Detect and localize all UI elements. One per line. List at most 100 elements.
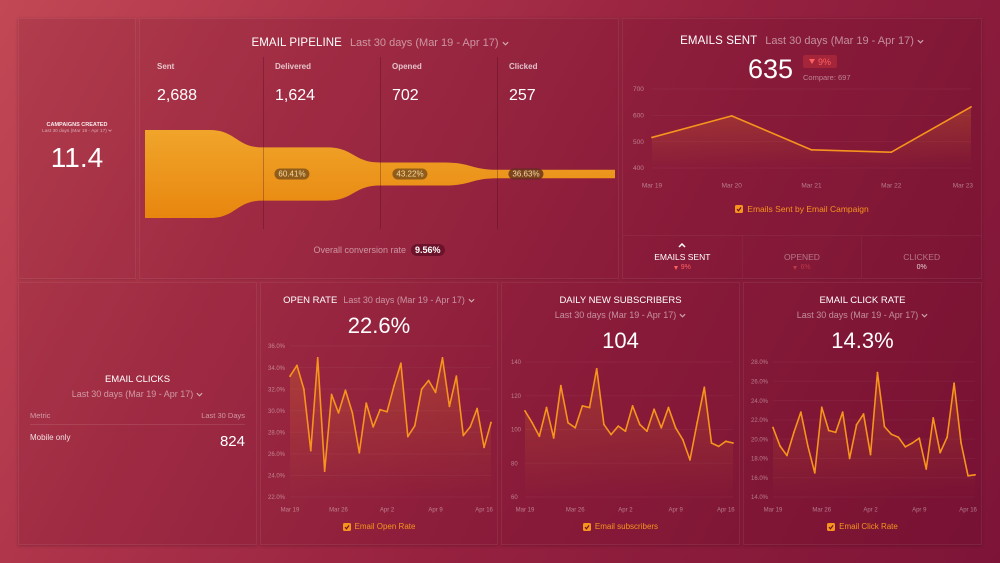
- email-clicks-widget: EMAIL CLICKS Last 30 days (Mar 19 - Apr …: [18, 282, 257, 545]
- data-point: [448, 405, 451, 408]
- data-point: [696, 421, 699, 424]
- emails-sent-line-chart: 400 500 600 700 Mar 19 Mar 20 Mar 21 Mar 22 Mar …: [633, 86, 973, 190]
- y-tick-label: 24.0%: [751, 399, 769, 405]
- data-point: [413, 424, 416, 427]
- chart-area: [290, 357, 491, 497]
- legend-item[interactable]: Email Click Rate: [744, 522, 981, 531]
- data-point: [674, 426, 677, 429]
- data-point: [427, 379, 430, 382]
- date-range-dropdown[interactable]: Last 30 days (Mar 19 - Apr 17): [343, 295, 475, 306]
- data-point: [883, 425, 886, 428]
- x-tick-label: Apr 2: [380, 508, 395, 514]
- chart-line: [772, 371, 976, 477]
- y-tick-label: 28.0%: [751, 360, 769, 366]
- chart-line: [524, 367, 734, 461]
- stage-value-delivered: 1,624: [275, 87, 316, 104]
- data-point: [581, 404, 584, 407]
- emails-sent-widget: 400 500 600 700 Mar 19 Mar 20 Mar 21 Mar 22 Mar …: [622, 18, 982, 279]
- chevron-down-icon: [921, 313, 928, 318]
- campaigns-created-widget: CAMPAIGNS CREATED Last 30 days (Mar 19 -…: [18, 18, 136, 279]
- data-point: [399, 362, 402, 365]
- data-point: [434, 391, 437, 394]
- data-point: [344, 389, 347, 392]
- data-point: [918, 437, 921, 440]
- tab-emails-sent[interactable]: EMAILS SENT 9%: [623, 236, 742, 278]
- data-point: [610, 433, 612, 436]
- table-cell-metric: Mobile only: [30, 433, 71, 442]
- data-point: [545, 406, 548, 409]
- open-rate-widget: 22.0% 24.0% 26.0% 28.0% 30.0% 32.0% 34.0% 36.0%…: [260, 282, 498, 545]
- column-header-metric: Metric: [30, 411, 51, 420]
- legend-label: Email Open Rate: [354, 522, 416, 531]
- data-point: [379, 408, 382, 411]
- chart-line: [289, 357, 492, 472]
- data-point: [441, 356, 444, 359]
- tab-change: 6%: [743, 264, 862, 271]
- widget-title: CAMPAIGNS CREATED: [46, 122, 108, 128]
- data-point: [827, 429, 830, 432]
- data-point: [559, 384, 562, 387]
- overall-conversion-label: Overall conversion rate: [313, 245, 406, 255]
- legend-item[interactable]: Emails Sent by Email Campaign: [623, 204, 981, 214]
- date-range-dropdown[interactable]: Last 30 days (Mar 19 - Apr 17): [765, 34, 924, 48]
- x-tick-label: Mar 21: [801, 183, 822, 190]
- legend-item[interactable]: Email Open Rate: [261, 522, 497, 531]
- data-point: [932, 417, 935, 419]
- chevron-down-icon: [679, 313, 686, 318]
- date-range-label: Last 30 days (Mar 19 - Apr 17): [554, 310, 677, 320]
- data-point: [420, 388, 423, 391]
- date-range-label: Last 30 days (Mar 19 - Apr 17): [42, 129, 107, 134]
- stage-label-sent: Sent: [157, 62, 175, 71]
- data-point: [490, 421, 492, 424]
- x-tick-label: Apr 16: [717, 508, 735, 514]
- y-tick-label: 32.0%: [268, 387, 286, 393]
- x-tick-label: Apr 9: [668, 508, 683, 514]
- data-point: [703, 386, 706, 389]
- data-point: [779, 444, 781, 447]
- conversion-rate-pill-clicked: 36.63%: [508, 168, 544, 180]
- data-point: [730, 114, 733, 117]
- overall-conversion: Overall conversion rate 9.56%: [140, 244, 618, 256]
- data-point: [538, 435, 541, 438]
- data-point: [372, 425, 375, 428]
- legend-item[interactable]: Email subscribers: [502, 522, 739, 531]
- y-tick-label: 100: [511, 428, 522, 434]
- data-point: [710, 442, 713, 444]
- data-point: [365, 402, 368, 405]
- data-point: [406, 435, 409, 438]
- data-point: [786, 454, 788, 457]
- stage-label-opened: Opened: [392, 62, 422, 71]
- kpi-value: 104: [602, 328, 639, 353]
- tab-clicked[interactable]: CLICKED 0%: [861, 236, 981, 278]
- x-tick-label: Mar 22: [881, 183, 902, 190]
- date-range-dropdown[interactable]: Last 30 days (Mar 19 - Apr 17): [502, 310, 739, 321]
- data-point: [660, 426, 663, 429]
- widget-header: OPEN RATE Last 30 days (Mar 19 - Apr 17): [261, 295, 497, 307]
- checkbox-checked-icon: [342, 522, 351, 531]
- data-point: [316, 356, 319, 359]
- data-point: [330, 393, 333, 396]
- stage-label-clicked: Clicked: [509, 62, 538, 71]
- widget-title: EMAIL CLICKS: [104, 374, 171, 385]
- x-tick-label: Mar 20: [722, 183, 743, 190]
- date-range-dropdown[interactable]: Last 30 days (Mar 19 - Apr 17): [19, 389, 256, 400]
- x-tick-label: Mar 26: [566, 508, 585, 514]
- date-range-dropdown[interactable]: Last 30 days (Mar 19 - Apr 17): [19, 129, 135, 134]
- tab-opened[interactable]: OPENED 6%: [741, 236, 862, 278]
- stage-divider: [263, 57, 264, 229]
- change-badge: 9%: [803, 55, 837, 68]
- conversion-rate-pill-opened: 43.22%: [392, 168, 428, 180]
- checkbox-checked-icon: [735, 205, 744, 213]
- y-tick-label: 22.0%: [751, 418, 769, 424]
- stage-value-sent: 2,688: [157, 87, 198, 104]
- x-tick-label: Mar 19: [281, 508, 300, 514]
- email-pipeline-widget: EMAIL PIPELINE Last 30 days (Mar 19 - Ap…: [139, 18, 619, 279]
- data-point: [631, 404, 634, 407]
- date-range-dropdown[interactable]: Last 30 days (Mar 19 - Apr 17): [744, 310, 981, 321]
- email-click-rate-widget: 14.0% 16.0% 18.0% 20.0% 22.0% 24.0% 26.0% 28.0%…: [743, 282, 982, 545]
- y-tick-label: 36.0%: [268, 344, 286, 350]
- x-tick-label: Mar 19: [516, 508, 535, 514]
- date-range-dropdown[interactable]: Last 30 days (Mar 19 - Apr 17): [350, 36, 509, 50]
- chart-area: [525, 368, 733, 497]
- data-point: [717, 445, 720, 448]
